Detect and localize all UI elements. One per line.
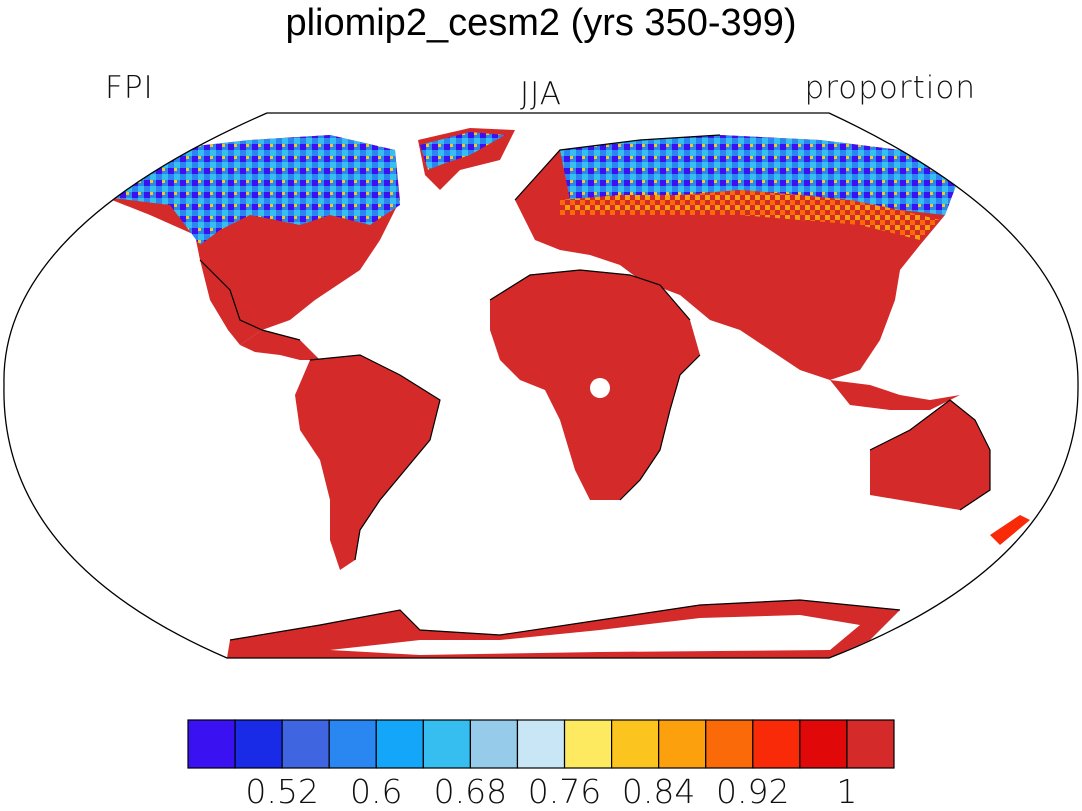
globe-outline bbox=[3, 112, 1079, 659]
new-zealand bbox=[990, 515, 1030, 545]
central-america bbox=[240, 330, 320, 360]
world-map bbox=[3, 112, 1079, 659]
colorbar-swatch bbox=[234, 719, 283, 769]
colorbar-tick-label: 0.76 bbox=[527, 772, 602, 811]
colorbar-swatch bbox=[375, 719, 424, 769]
colorbar-swatch bbox=[705, 719, 754, 769]
south-america bbox=[295, 355, 440, 570]
colorbar-swatch bbox=[658, 719, 707, 769]
season-label: JJA bbox=[520, 76, 562, 112]
colorbar-swatch bbox=[799, 719, 848, 769]
colorbar-swatch bbox=[281, 719, 330, 769]
map-title: pliomip2_cesm2 (yrs 350-399) bbox=[285, 2, 797, 44]
antarctica-interior bbox=[330, 615, 860, 655]
colorbar-swatch bbox=[469, 719, 519, 769]
colorbar-swatch bbox=[187, 719, 236, 769]
colorbar-tick-label: 0.84 bbox=[621, 772, 696, 811]
colorbar-swatch bbox=[611, 719, 660, 769]
colorbar-tick-label: 0.68 bbox=[433, 772, 508, 811]
colorbar-swatch bbox=[516, 719, 566, 769]
coastlines bbox=[199, 134, 991, 641]
north-america-cold-zone bbox=[112, 135, 400, 245]
colorbar-tick-label: 1 bbox=[836, 772, 858, 811]
land-fields bbox=[112, 128, 1030, 658]
congo-gap bbox=[590, 378, 610, 398]
colorbar-swatch bbox=[752, 719, 801, 769]
colorbar-tick-label: 0.92 bbox=[716, 772, 790, 811]
colorbar-tick-label: 0.6 bbox=[350, 772, 403, 811]
colorbar-tick-label: 0.52 bbox=[245, 772, 319, 811]
variable-label: FPI bbox=[105, 70, 154, 106]
greenland-cold-zone bbox=[420, 132, 505, 170]
units-label: proportion bbox=[804, 70, 976, 106]
australia bbox=[870, 400, 990, 510]
maritime-asia bbox=[830, 380, 960, 410]
colorbar-swatch bbox=[846, 719, 895, 769]
colorbar-swatch bbox=[328, 719, 377, 769]
colorbar-swatch bbox=[422, 719, 471, 769]
boreal-transition-band bbox=[560, 190, 940, 240]
colorbar-swatch bbox=[563, 719, 613, 769]
colorbar bbox=[187, 719, 895, 769]
